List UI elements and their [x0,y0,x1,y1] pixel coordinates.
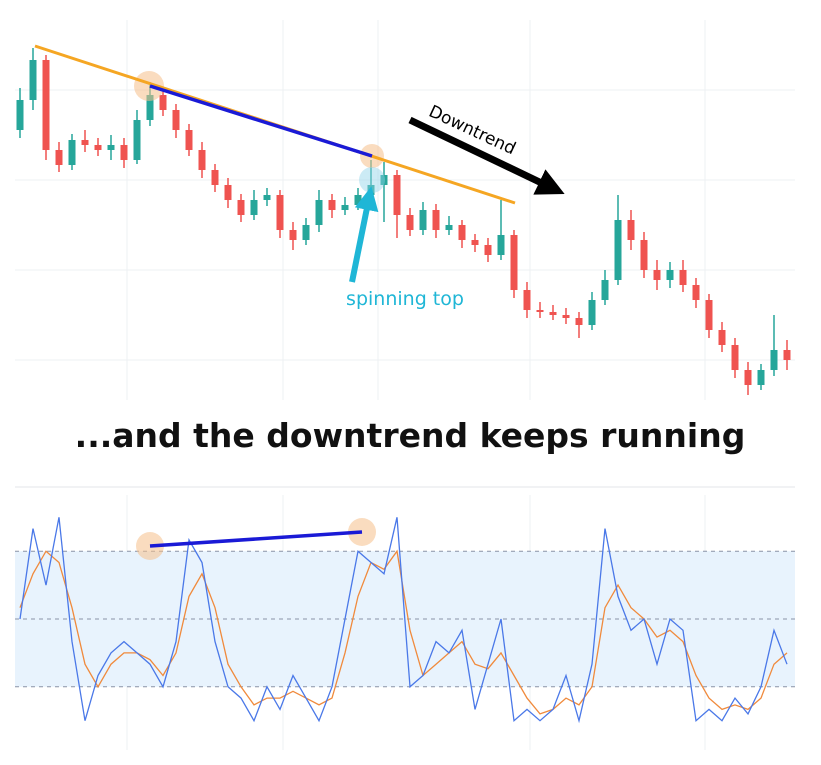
candle-body [562,315,570,318]
candle-body [484,245,492,255]
candle-body [601,280,609,300]
candle-body [614,220,622,280]
candle-body [107,145,115,150]
candle-body [224,185,232,200]
candle-body [783,350,791,360]
candle-body [757,370,765,385]
candle-body [458,225,466,240]
candle-body [588,300,596,325]
candle-body [68,140,76,165]
candle-body [172,110,180,130]
candle-body [640,240,648,270]
oscillator-line [19,517,788,724]
candle-body [705,300,713,330]
candle-body [406,215,414,230]
candle-body [770,350,778,370]
candle-body [666,270,674,280]
candle-body [471,240,479,245]
candle-body [198,150,206,170]
candle-body [81,140,89,145]
annotations: Downtrend spinning top ...and the downtr… [34,44,746,455]
candle-body [120,145,128,160]
divergence [136,518,376,560]
candle-body [211,170,219,185]
candle-body [679,270,687,285]
candle-body [432,210,440,230]
candle-body [263,195,271,200]
annotation: spinning top [346,288,464,310]
candle-body [237,200,245,215]
candle-body [55,150,63,165]
oscillator-line [19,549,788,715]
candle-body [42,60,50,150]
candle-body [159,95,167,110]
candle-body [94,145,102,150]
candle-body [575,318,583,325]
candle-body [29,60,37,100]
candle-body [731,345,739,370]
candle-body [419,210,427,230]
candle-body [276,195,284,230]
candle-body [16,100,24,130]
candle-body [536,310,544,312]
candle-body [497,235,505,255]
candle-body [289,230,297,240]
candle-body [744,370,752,385]
candle-body [354,195,362,205]
candle-body [718,330,726,345]
candle-body [549,312,557,315]
candle-body [146,95,154,120]
candle-body [380,175,388,185]
candle-body [315,200,323,225]
chart-title: ...and the downtrend keeps running [75,416,746,455]
candle-body [445,225,453,230]
candle-body [250,200,258,215]
candle-body [341,205,349,210]
candle-body [133,120,141,160]
candle-body [523,290,531,310]
candle-body [627,220,635,240]
candle-body [653,270,661,280]
oscillator [19,517,788,724]
candle-body [692,285,700,300]
candle-body [510,235,518,290]
candle-body [393,175,401,215]
candles [16,48,791,395]
candle-body [185,130,193,150]
candle-body [302,225,310,240]
candle-body [328,200,336,210]
